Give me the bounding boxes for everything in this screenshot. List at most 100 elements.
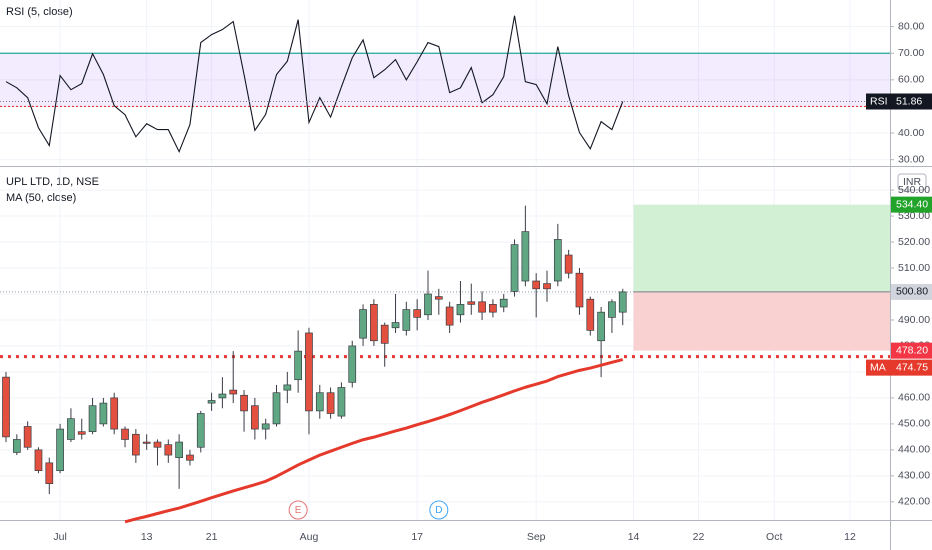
candle-body	[467, 301, 476, 305]
y-tick-label: 60.00	[898, 74, 924, 86]
x-tick-label: Sep	[527, 531, 546, 543]
entry-badge-bg	[891, 283, 932, 300]
candle-body	[175, 441, 183, 459]
candle-body	[391, 322, 400, 329]
rsi-title: RSI (5, close)	[6, 6, 73, 18]
candle-body	[251, 405, 259, 430]
ma-line	[124, 358, 624, 524]
y-tick-label: 450.00	[898, 418, 930, 430]
y-tick-label: 420.00	[898, 496, 930, 508]
y-tick-label: 80.00	[898, 20, 924, 32]
candle-body	[370, 304, 378, 342]
candle-body	[315, 392, 324, 412]
candle-body	[207, 400, 216, 404]
y-tick-label: 30.00	[898, 153, 924, 165]
candle-body	[434, 296, 443, 300]
y-tick-label: 510.00	[898, 262, 930, 274]
stop-zone	[633, 291, 890, 351]
candle-body	[597, 311, 605, 342]
candle-body	[272, 392, 281, 425]
rsi-band	[0, 53, 890, 107]
candle-body	[121, 428, 129, 440]
y-tick-label: 540.00	[898, 184, 930, 196]
currency-box	[897, 173, 927, 191]
candle-body	[229, 389, 238, 395]
candle-body	[543, 283, 551, 290]
candle-body	[153, 441, 162, 448]
candle-body	[521, 231, 530, 282]
target-badge-bg	[891, 196, 932, 213]
candle-body	[218, 393, 227, 399]
candle-body	[348, 345, 357, 383]
candle-body	[261, 423, 270, 430]
x-tick-label: 14	[628, 531, 640, 543]
x-tick-label: Aug	[300, 531, 319, 543]
candle-body	[110, 397, 119, 430]
candle-body	[608, 301, 616, 318]
event-label: D	[435, 505, 442, 516]
symbol-title: UPL LTD, 1D, NSE	[6, 176, 99, 188]
x-tick-label: 22	[693, 531, 705, 543]
candle-body	[445, 306, 454, 326]
candle-body	[2, 376, 10, 438]
ma-badge: MA	[870, 361, 886, 373]
event-marker	[288, 500, 308, 520]
candle-body	[499, 298, 508, 308]
y-tick-label: 530.00	[898, 210, 930, 222]
candle-body	[294, 350, 302, 381]
candle-body	[510, 244, 519, 292]
candle-body	[586, 298, 595, 331]
candle-body	[196, 413, 205, 448]
candle-body	[99, 402, 108, 425]
ma-badge-bg	[866, 359, 932, 376]
candle-body	[402, 309, 411, 331]
candle-body	[142, 441, 151, 444]
entry-badge: 500.80	[896, 286, 928, 298]
stop-badge: 478.20	[896, 344, 928, 356]
candle-body	[56, 428, 64, 471]
candle-body	[164, 444, 173, 456]
y-tick-label: 440.00	[898, 444, 930, 456]
candle-body	[478, 301, 486, 313]
stop-badge-bg	[891, 342, 932, 359]
target-badge: 534.40	[896, 198, 928, 210]
candle-body	[45, 462, 54, 484]
rsi-badge: RSI	[870, 95, 888, 107]
currency: INR	[903, 176, 922, 188]
y-tick-label: 520.00	[898, 236, 930, 248]
candle-body	[131, 433, 140, 456]
rsi-badge-bg	[866, 93, 932, 110]
x-tick-label: Oct	[766, 531, 782, 543]
x-tick-label: 13	[141, 531, 153, 543]
candle-body	[618, 291, 627, 313]
candle-body	[456, 304, 465, 316]
candle-body	[34, 449, 43, 471]
candle-body	[77, 431, 86, 435]
candle-body	[67, 418, 75, 440]
candle-body	[380, 324, 389, 344]
candle-body	[489, 304, 497, 313]
candle-body	[12, 439, 21, 453]
rsi-badge: 51.86	[896, 95, 922, 107]
candle-body	[326, 392, 335, 414]
candle-body	[337, 387, 346, 417]
candle-body	[23, 426, 32, 448]
candle-body	[424, 293, 432, 316]
y-tick-label: 460.00	[898, 392, 930, 404]
candle-body	[564, 254, 573, 274]
candle-body	[305, 332, 313, 412]
ma-badge: 474.75	[896, 361, 928, 373]
y-tick-label: 70.00	[898, 47, 924, 59]
candle-body	[240, 394, 248, 412]
y-tick-label: 490.00	[898, 314, 930, 326]
x-tick-label: Jul	[53, 531, 66, 543]
candle-body	[283, 384, 292, 391]
x-tick-label: 12	[844, 531, 856, 543]
candle-body	[186, 454, 194, 461]
y-tick-label: 40.00	[898, 127, 924, 139]
ma-legend: MA (50, close)	[6, 192, 76, 204]
event-marker	[429, 500, 449, 520]
candle-body	[359, 309, 367, 339]
